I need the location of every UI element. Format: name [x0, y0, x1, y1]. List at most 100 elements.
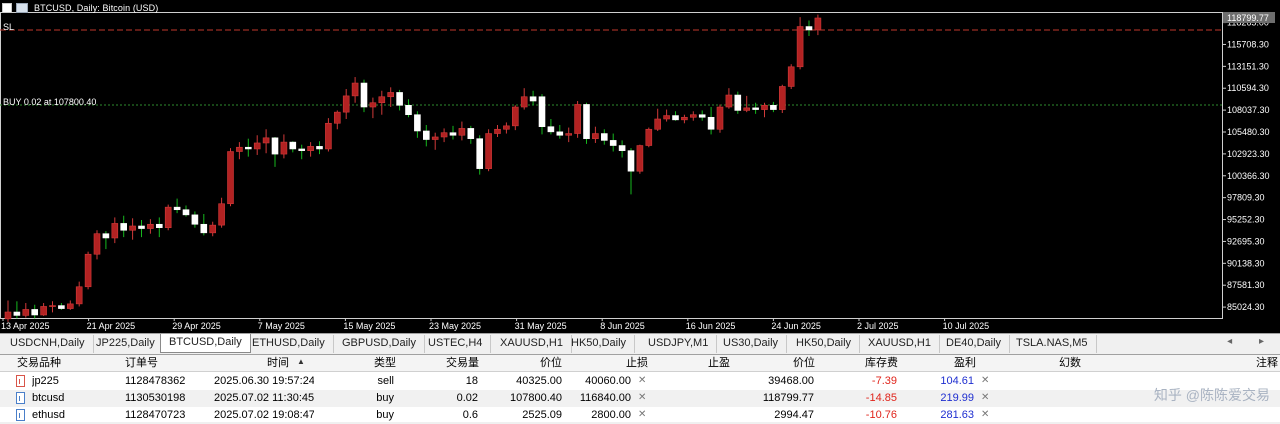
price-axis-label: 108037.30	[1227, 105, 1270, 115]
candle-body	[592, 133, 599, 139]
header-price[interactable]: 价位	[540, 357, 562, 369]
candle-body	[770, 104, 777, 110]
chart-tab[interactable]: GBPUSD,Daily	[334, 335, 425, 353]
header-current-price[interactable]: 价位	[793, 357, 815, 369]
header-profit[interactable]: 盈利	[954, 357, 976, 369]
row-cur_price: 2994.47	[774, 409, 814, 421]
candle-body	[280, 141, 288, 155]
chart-tab[interactable]: DE40,Daily	[938, 335, 1011, 353]
candle-body	[253, 142, 261, 150]
candle-body	[503, 125, 510, 130]
header-sl[interactable]: 止损	[626, 357, 648, 369]
chart-tab[interactable]: USDCNH,Daily	[2, 335, 94, 353]
candle-body	[511, 106, 519, 127]
plot-frame	[0, 12, 1223, 319]
chart-tab[interactable]: TSLA.NAS,M5	[1008, 335, 1097, 353]
tab-scroll-arrows[interactable]: ◂ ▸	[1227, 336, 1276, 347]
candle-body	[227, 151, 234, 205]
chart-tab[interactable]: USDJPY,M1	[640, 335, 718, 353]
candle-body	[734, 94, 742, 111]
chart-tab[interactable]: ETHUSD,Daily	[244, 335, 334, 353]
close-position-icon[interactable]: ✕	[981, 392, 990, 403]
row-volume: 0.6	[462, 409, 478, 421]
candle-body	[75, 286, 83, 305]
chart-tab[interactable]: USTEC,H4	[420, 335, 492, 353]
candle-body	[654, 118, 662, 130]
header-time[interactable]: 时间	[267, 357, 289, 369]
chart-window[interactable]: 118265.00115708.30113151.30110594.301080…	[0, 0, 1280, 333]
row-type: buy	[376, 392, 394, 404]
candle-body	[298, 148, 306, 151]
close-position-icon[interactable]: ✕	[981, 409, 990, 420]
order-type-icon	[16, 392, 25, 404]
chart-tab[interactable]: JP225,Daily	[88, 335, 164, 353]
position-row[interactable]: btcusd 1130530198 2025.07.02 11:30:45 buy 0.…	[0, 390, 1280, 407]
chart-tab[interactable]: BTCUSD,Daily	[160, 334, 251, 353]
row-symbol: ethusd	[32, 409, 66, 421]
candle-body	[787, 66, 795, 87]
sort-arrow-icon	[0, 357, 10, 367]
price-axis-label: 92695.30	[1227, 236, 1265, 246]
price-axis-label: 105480.30	[1227, 127, 1270, 137]
chart-tab[interactable]: HK50,Daily	[788, 335, 861, 353]
row-profit: 219.99	[940, 392, 974, 404]
header-magic[interactable]: 幻数	[1059, 357, 1081, 369]
date-axis-label: 16 Jun 2025	[686, 321, 736, 331]
candle-body	[369, 102, 377, 108]
header-comment[interactable]: 注释	[1256, 357, 1278, 369]
candle-body	[396, 92, 403, 106]
header-symbol[interactable]: 交易品种	[17, 357, 61, 369]
row-sl: 40060.00	[585, 375, 631, 387]
candle-body	[556, 131, 564, 136]
row-price: 40325.00	[516, 375, 562, 387]
candle-body	[93, 233, 101, 255]
candle-body	[449, 132, 457, 136]
candle-body	[173, 206, 181, 211]
price-axis-label: 97809.30	[1227, 193, 1265, 203]
watermark: 知乎 @陈陈爱交易	[1153, 387, 1270, 403]
sl-clear-icon[interactable]: ✕	[638, 392, 647, 403]
date-axis-label: 15 May 2025	[343, 321, 395, 331]
candle-body	[262, 137, 270, 144]
candle-body	[636, 145, 644, 172]
row-sl: 116840.00	[579, 392, 631, 404]
header-swap[interactable]: 库存费	[865, 357, 898, 369]
candle-body	[271, 137, 279, 155]
price-axis-label: 85024.30	[1227, 302, 1265, 312]
candle-body	[494, 128, 501, 134]
header-volume[interactable]: 交易量	[446, 357, 479, 369]
chart-menu-icon[interactable]	[2, 3, 12, 13]
sl-clear-icon[interactable]: ✕	[638, 375, 647, 386]
chart-tab[interactable]: XAUUSD,H1	[860, 335, 940, 353]
candle-body	[520, 96, 528, 108]
candle-body	[360, 82, 368, 108]
header-type[interactable]: 类型	[374, 357, 396, 369]
row-swap: -10.76	[865, 409, 897, 421]
candle-body	[778, 86, 786, 110]
candle-body	[609, 140, 617, 146]
price-axis-label: 95252.30	[1227, 215, 1265, 225]
chart-tab[interactable]: HK50,Daily	[563, 335, 636, 353]
chart-tab[interactable]: XAUUSD,H1	[492, 335, 572, 353]
header-order[interactable]: 订单号	[125, 357, 158, 369]
candle-body	[342, 95, 350, 113]
candle-body	[245, 146, 252, 150]
close-position-icon[interactable]: ✕	[981, 375, 990, 386]
candle-body	[40, 306, 47, 316]
position-row[interactable]: ethusd 1128470723 2025.07.02 19:08:47 buy 0.…	[0, 407, 1280, 424]
candle-body	[378, 96, 386, 104]
sl-clear-icon[interactable]: ✕	[638, 409, 647, 420]
candle-body	[191, 214, 199, 225]
row-cur_price: 118799.77	[762, 392, 814, 404]
row-price: 107800.40	[510, 392, 562, 404]
row-type: sell	[377, 375, 394, 387]
buy-line-label: BUY 0.02 at 107800.40	[3, 97, 97, 107]
chart-tab[interactable]: US30,Daily	[715, 335, 788, 353]
position-row[interactable]: jp225 1128478362 2025.06.30 19:57:24 sell 18…	[0, 373, 1280, 390]
chart-type-icon[interactable]	[16, 3, 28, 13]
candle-body	[547, 126, 555, 133]
header-tp[interactable]: 止盈	[708, 357, 730, 369]
candlestick-chart[interactable]: 118265.00115708.30113151.30110594.301080…	[0, 0, 1280, 333]
price-axis-label: 110594.30	[1227, 83, 1269, 93]
candle-body	[13, 311, 21, 316]
